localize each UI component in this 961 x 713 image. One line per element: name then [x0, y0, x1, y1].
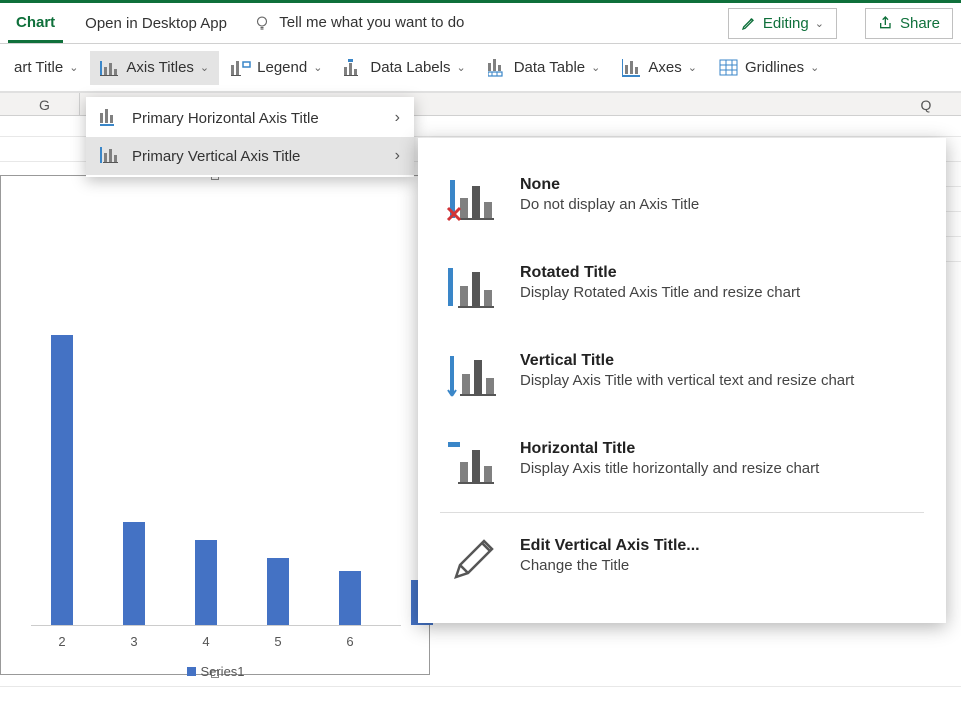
col-g[interactable]: G: [10, 93, 80, 117]
vertical-axis-icon: [100, 147, 120, 165]
chart-title-label: art Title: [14, 59, 63, 76]
gridlines-label: Gridlines: [745, 59, 804, 76]
open-in-desktop[interactable]: Open in Desktop App: [81, 9, 231, 38]
col-q[interactable]: Q: [891, 93, 961, 117]
option-desc: Change the Title: [520, 557, 918, 574]
chart-bar: [123, 522, 145, 625]
chart-ribbon: art Title ⌄ Axis Titles ⌄ Legend ⌄ Data …: [0, 44, 961, 92]
share-icon: [878, 15, 894, 31]
edit-vertical-axis-title-option[interactable]: Edit Vertical Axis Title... Change the T…: [418, 517, 946, 605]
gridlines-button[interactable]: Gridlines ⌄: [709, 51, 829, 85]
option-title: Edit Vertical Axis Title...: [520, 537, 918, 555]
legend-label: Legend: [257, 59, 307, 76]
option-title: Horizontal Title: [520, 440, 918, 458]
axis-titles-menu: Primary Horizontal Axis Title › Primary …: [86, 97, 414, 177]
option-desc: Display Axis Title with vertical text an…: [520, 372, 918, 389]
rotated-title-icon: [446, 264, 498, 312]
pencil-icon: [741, 15, 757, 31]
option-title: None: [520, 176, 918, 194]
none-icon: [446, 176, 498, 224]
chart-plot-area: 23456Series1: [31, 326, 401, 626]
option-desc: Display Axis title horizontally and resi…: [520, 460, 918, 477]
data-table-icon: [488, 59, 508, 77]
legend-button[interactable]: Legend ⌄: [221, 51, 332, 85]
chart-x-label: 5: [267, 634, 289, 649]
share-label: Share: [900, 15, 940, 32]
legend-icon: [231, 59, 251, 77]
menu1-item-label: Primary Vertical Axis Title: [132, 148, 300, 165]
edit-pencil-icon: [446, 537, 498, 585]
axis-title-vertical-option[interactable]: Vertical Title Display Axis Title with v…: [418, 332, 946, 420]
data-table-label: Data Table: [514, 59, 585, 76]
axis-titles-button[interactable]: Axis Titles ⌄: [90, 51, 219, 85]
menu-separator: [440, 512, 924, 513]
tell-me-search[interactable]: Tell me what you want to do: [249, 8, 468, 38]
tab-chart[interactable]: Chart: [8, 5, 63, 43]
option-title: Vertical Title: [520, 352, 918, 370]
axes-icon: [622, 59, 642, 77]
chart-x-label: 4: [195, 634, 217, 649]
vertical-axis-title-submenu: None Do not display an Axis Title Rotate…: [418, 138, 946, 623]
chevron-down-icon: ⌄: [200, 61, 209, 74]
lightbulb-icon: [253, 14, 271, 32]
data-labels-button[interactable]: Data Labels ⌄: [334, 51, 475, 85]
vertical-title-icon: [446, 352, 498, 400]
primary-vertical-axis-title-item[interactable]: Primary Vertical Axis Title ›: [86, 137, 414, 175]
chevron-right-icon: ›: [395, 109, 400, 127]
gridlines-icon: [719, 59, 739, 77]
horizontal-axis-icon: [100, 109, 120, 127]
chevron-down-icon: ⌄: [815, 17, 824, 30]
chart-object[interactable]: 23456Series1: [0, 175, 430, 675]
chevron-right-icon: ›: [395, 147, 400, 165]
chart-bar: [339, 571, 361, 625]
axis-title-rotated-option[interactable]: Rotated Title Display Rotated Axis Title…: [418, 244, 946, 332]
axes-button[interactable]: Axes ⌄: [612, 51, 707, 85]
chevron-down-icon: ⌄: [688, 61, 697, 74]
chart-bar: [195, 540, 217, 625]
chevron-down-icon: ⌄: [313, 61, 322, 74]
chevron-down-icon: ⌄: [69, 61, 78, 74]
tell-me-label: Tell me what you want to do: [279, 14, 464, 31]
chart-bar: [267, 558, 289, 625]
chart-legend: Series1: [31, 664, 401, 679]
chart-x-label: 6: [339, 634, 361, 649]
axis-titles-label: Axis Titles: [126, 59, 194, 76]
option-desc: Display Rotated Axis Title and resize ch…: [520, 284, 918, 301]
chart-bar: [51, 335, 73, 625]
axis-titles-icon: [100, 59, 120, 77]
option-desc: Do not display an Axis Title: [520, 196, 918, 213]
tab-bar: Chart Open in Desktop App Tell me what y…: [0, 0, 961, 44]
primary-horizontal-axis-title-item[interactable]: Primary Horizontal Axis Title ›: [86, 99, 414, 137]
chevron-down-icon: ⌄: [456, 61, 465, 74]
editing-mode-button[interactable]: Editing ⌄: [728, 8, 837, 39]
axis-title-none-option[interactable]: None Do not display an Axis Title: [418, 156, 946, 244]
editing-label: Editing: [763, 15, 809, 32]
horizontal-title-icon: [446, 440, 498, 488]
chart-title-button[interactable]: art Title ⌄: [4, 51, 88, 84]
axes-label: Axes: [648, 59, 681, 76]
menu1-item-label: Primary Horizontal Axis Title: [132, 110, 319, 127]
chevron-down-icon: ⌄: [810, 61, 819, 74]
data-table-button[interactable]: Data Table ⌄: [478, 51, 611, 85]
chart-x-label: 3: [123, 634, 145, 649]
option-title: Rotated Title: [520, 264, 918, 282]
data-labels-icon: [344, 59, 364, 77]
share-button[interactable]: Share: [865, 8, 953, 39]
axis-title-horizontal-option[interactable]: Horizontal Title Display Axis title hori…: [418, 420, 946, 508]
chevron-down-icon: ⌄: [591, 61, 600, 74]
data-labels-label: Data Labels: [370, 59, 450, 76]
chart-x-label: 2: [51, 634, 73, 649]
